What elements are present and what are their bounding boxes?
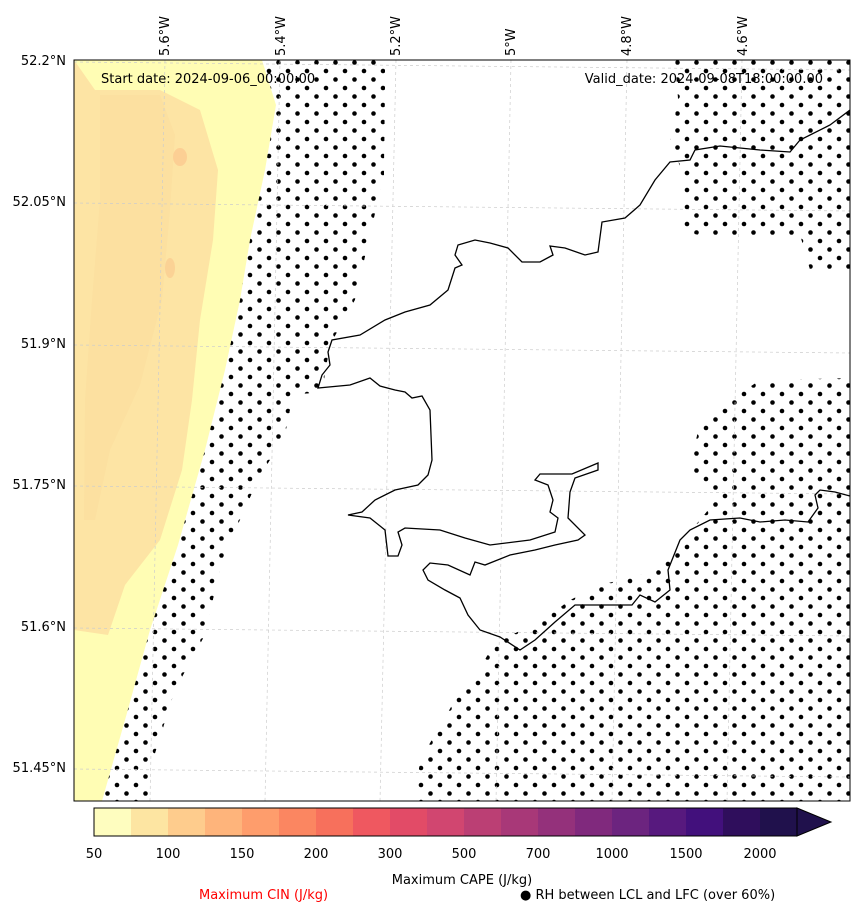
cin-max-spot-2 <box>165 258 175 278</box>
lon-label: 4.6°W <box>736 16 751 56</box>
longitude-labels: 5.6°W 5.4°W 5.2°W 5°W 4.8°W 4.6°W <box>158 16 751 56</box>
colorbar-segment <box>427 808 465 836</box>
dry-zone <box>150 60 850 801</box>
colorbar-segment <box>279 808 317 836</box>
colorbar-segment <box>316 808 354 836</box>
rh-legend: ● RH between LCL and LFC (over 60%) <box>520 888 775 903</box>
colorbar-tick-label: 50 <box>86 847 103 862</box>
colorbar-tick-label: 500 <box>452 847 477 862</box>
coastline <box>317 109 850 651</box>
colorbar-tick-label: 150 <box>230 847 255 862</box>
colorbar-segment <box>390 808 428 836</box>
cin-legend-label: Maximum CIN (J/kg) <box>199 888 329 903</box>
rh-legend-label: RH between LCL and LFC (over 60%) <box>535 888 776 903</box>
lon-label: 4.8°W <box>620 16 635 56</box>
valid-date-label: Valid_date: 2024-09-08T18:00:00.00 <box>585 72 823 87</box>
map-area <box>74 60 850 801</box>
colorbar-segment <box>501 808 539 836</box>
cin-max-spot-1 <box>173 148 187 166</box>
colorbar-segment <box>612 808 650 836</box>
lat-label: 51.75°N <box>13 478 66 493</box>
colorbar-tick-label: 700 <box>526 847 551 862</box>
colorbar-segment <box>575 808 613 836</box>
colorbar-title: Maximum CAPE (J/kg) <box>392 873 532 888</box>
lon-label: 5.6°W <box>158 16 173 56</box>
colorbar-segment <box>649 808 687 836</box>
colorbar-tick-label: 1000 <box>595 847 628 862</box>
colorbar-segment <box>686 808 724 836</box>
cape-colorbar <box>93 807 833 837</box>
lon-label: 5°W <box>504 28 519 56</box>
lon-label: 5.4°W <box>274 16 289 56</box>
lat-label: 51.6°N <box>21 620 66 635</box>
lat-label: 51.45°N <box>13 761 66 776</box>
rh-dot-icon: ● <box>520 888 532 903</box>
colorbar-tick-label: 100 <box>156 847 181 862</box>
lat-label: 51.9°N <box>21 337 66 352</box>
start-date-label: Start date: 2024-09-06_00:00:00 <box>101 72 315 87</box>
colorbar-segment <box>538 808 576 836</box>
latitude-labels: 52.2°N 52.05°N 51.9°N 51.75°N 51.6°N 51.… <box>13 54 66 776</box>
colorbar-segment <box>760 808 798 836</box>
colorbar-segment <box>353 808 391 836</box>
colorbar-segment <box>242 808 280 836</box>
lat-label: 52.05°N <box>13 195 66 210</box>
colorbar-tick-labels: 50 100 150 200 300 500 700 1000 1500 2000 <box>86 847 777 862</box>
colorbar-frame <box>93 807 798 837</box>
colorbar-segment <box>131 808 169 836</box>
colorbar-extend-arrow <box>796 807 833 837</box>
rh-stipple-southeast <box>415 378 850 801</box>
colorbar-tick-label: 300 <box>378 847 403 862</box>
colorbar-tick-label: 1500 <box>669 847 702 862</box>
colorbar-segment <box>168 808 206 836</box>
colorbar-segment <box>723 808 761 836</box>
colorbar-tick-label: 2000 <box>743 847 776 862</box>
rh-stipple-northeast <box>670 60 850 270</box>
cin-contour-75-inner <box>84 95 175 520</box>
lon-label: 5.2°W <box>389 16 404 56</box>
cin-contours <box>74 60 276 801</box>
map-frame <box>73 59 851 802</box>
colorbar-segment <box>205 808 243 836</box>
colorbar-tick-label: 200 <box>304 847 329 862</box>
colorbar-segment <box>464 808 502 836</box>
lat-label: 52.2°N <box>21 54 66 69</box>
colorbar-segment <box>94 808 132 836</box>
